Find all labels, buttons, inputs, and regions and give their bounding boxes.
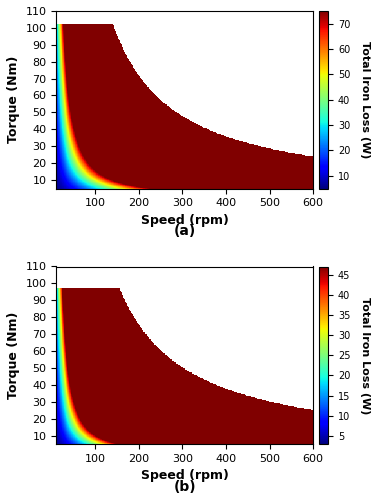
X-axis label: Speed (rpm): Speed (rpm): [141, 470, 229, 482]
Text: (b): (b): [173, 480, 196, 494]
Y-axis label: Total Iron Loss (W): Total Iron Loss (W): [360, 41, 370, 158]
Y-axis label: Total Iron Loss (W): Total Iron Loss (W): [360, 296, 370, 414]
Y-axis label: Torque (Nm): Torque (Nm): [7, 56, 20, 144]
Text: (a): (a): [174, 224, 196, 238]
X-axis label: Speed (rpm): Speed (rpm): [141, 214, 229, 227]
Y-axis label: Torque (Nm): Torque (Nm): [7, 312, 20, 399]
